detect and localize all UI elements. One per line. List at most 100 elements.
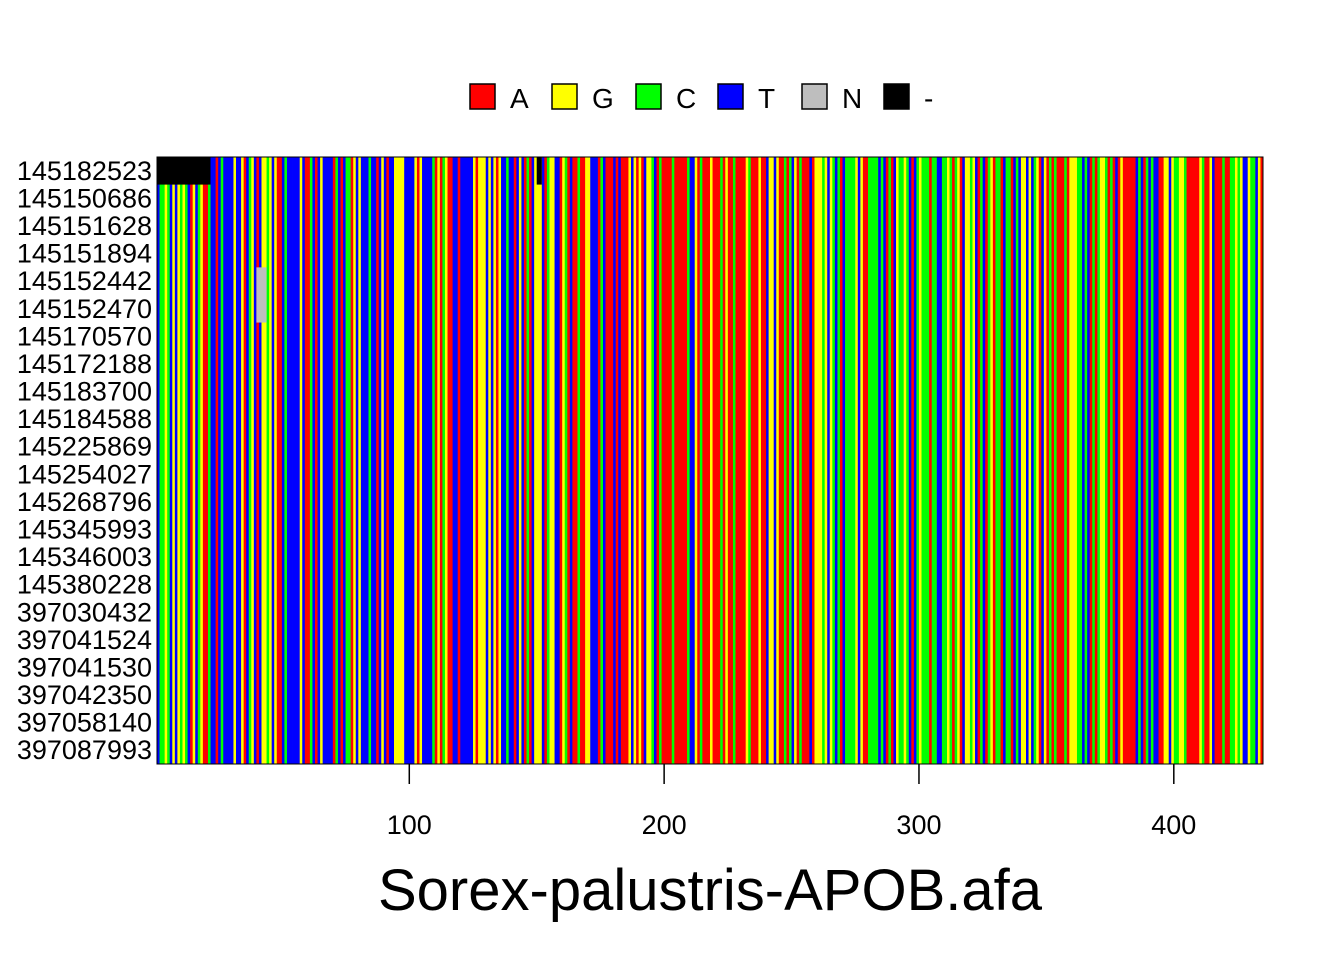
alignment-column	[727, 157, 731, 764]
alignment-column	[422, 157, 425, 764]
alignment-column	[806, 157, 810, 764]
alignment-column	[350, 157, 354, 764]
row-label: 397041524	[17, 625, 152, 655]
alignment-column	[1084, 157, 1088, 764]
chart-title: Sorex-palustris-APOB.afa	[378, 858, 1043, 923]
alignment-column	[862, 157, 866, 764]
alignment-column	[197, 157, 201, 764]
alignment-column	[182, 157, 186, 764]
alignment-column	[760, 157, 764, 764]
alignment-column	[335, 157, 339, 764]
alignment-column	[266, 157, 270, 764]
alignment-column	[982, 157, 986, 764]
alignment-column	[167, 157, 171, 764]
alignment-column	[569, 157, 573, 764]
alignment-column	[572, 157, 576, 764]
alignment-column	[1087, 157, 1091, 764]
alignment-column	[179, 157, 183, 764]
alignment-column	[475, 157, 479, 764]
alignment-column	[585, 157, 589, 764]
row-label: 145152442	[17, 266, 152, 296]
alignment-column	[577, 157, 581, 764]
alignment-column	[1135, 157, 1139, 764]
alignment-column	[1176, 157, 1180, 764]
alignment-column	[608, 157, 612, 764]
alignment-column	[202, 157, 206, 764]
alignment-column	[1212, 157, 1215, 764]
alignment-column	[1260, 157, 1264, 764]
alignment-column	[868, 157, 871, 764]
alignment-column	[248, 157, 252, 764]
alignment-column	[315, 157, 318, 764]
alignment-column	[732, 157, 736, 764]
row-label: 145170570	[17, 321, 152, 351]
alignment-column	[712, 157, 716, 764]
alignment-column	[358, 157, 362, 764]
alignment-column	[1189, 157, 1193, 764]
alignment-column	[264, 157, 267, 764]
alignment-column	[1219, 157, 1223, 764]
alignment-column	[340, 157, 344, 764]
alignment-column	[1204, 157, 1208, 764]
alignment-column	[544, 157, 548, 764]
row-label: 397087993	[17, 735, 152, 765]
alignment-column	[952, 157, 956, 764]
alignment-column	[1099, 157, 1103, 764]
alignment-column	[625, 157, 629, 764]
alignment-column	[735, 157, 739, 764]
alignment-column	[692, 157, 696, 764]
alignment-column	[1046, 157, 1050, 764]
alignment-column	[1127, 157, 1131, 764]
alignment-column	[659, 157, 662, 764]
alignment-column	[824, 157, 828, 764]
alignment-column	[233, 157, 237, 764]
legend-swatch-3	[717, 83, 744, 110]
alignment-column	[597, 157, 601, 764]
alignment-column	[896, 157, 899, 764]
alignment-column	[483, 157, 487, 764]
alignment-column	[699, 157, 703, 764]
alignment-column	[684, 157, 688, 764]
alignment-column	[628, 157, 632, 764]
alignment-column	[763, 157, 767, 764]
alignment-column	[883, 157, 887, 764]
row-label: 145380228	[17, 570, 152, 600]
alignment-column	[633, 157, 637, 764]
alignment-column	[360, 157, 364, 764]
alignment-column	[513, 157, 517, 764]
alignment-column	[1209, 157, 1213, 764]
alignment-column	[947, 157, 950, 764]
alignment-column	[177, 157, 181, 764]
alignment-column	[992, 157, 996, 764]
alignment-column	[954, 157, 958, 764]
alignment-column	[521, 157, 525, 764]
alignment-column	[1130, 157, 1134, 764]
alignment-column	[457, 157, 461, 764]
alignment-column	[253, 157, 257, 764]
alignment-column	[1013, 157, 1017, 764]
alignment-column	[312, 157, 316, 764]
alignment-column	[1168, 157, 1172, 764]
alignment-column	[478, 157, 482, 764]
alignment-column	[829, 157, 833, 764]
alignment-column	[921, 157, 925, 764]
legend-swatch-2	[635, 83, 662, 110]
alignment-column	[638, 157, 642, 764]
alignment-column	[661, 157, 665, 764]
alignment-column	[169, 157, 173, 764]
alignment-column	[1115, 157, 1119, 764]
alignment-column	[442, 157, 446, 764]
alignment-column	[610, 157, 614, 764]
alignment-column	[959, 157, 963, 764]
alignment-column	[320, 157, 324, 764]
alignment-column	[190, 157, 194, 764]
alignment-column	[434, 157, 438, 764]
alignment-column	[1031, 157, 1035, 764]
alignment-column	[185, 157, 188, 764]
alignment-column	[493, 157, 497, 764]
alignment-column	[1112, 157, 1116, 764]
alignment-column	[1089, 157, 1093, 764]
alignment-column	[1184, 157, 1187, 764]
alignment-column	[936, 157, 940, 764]
